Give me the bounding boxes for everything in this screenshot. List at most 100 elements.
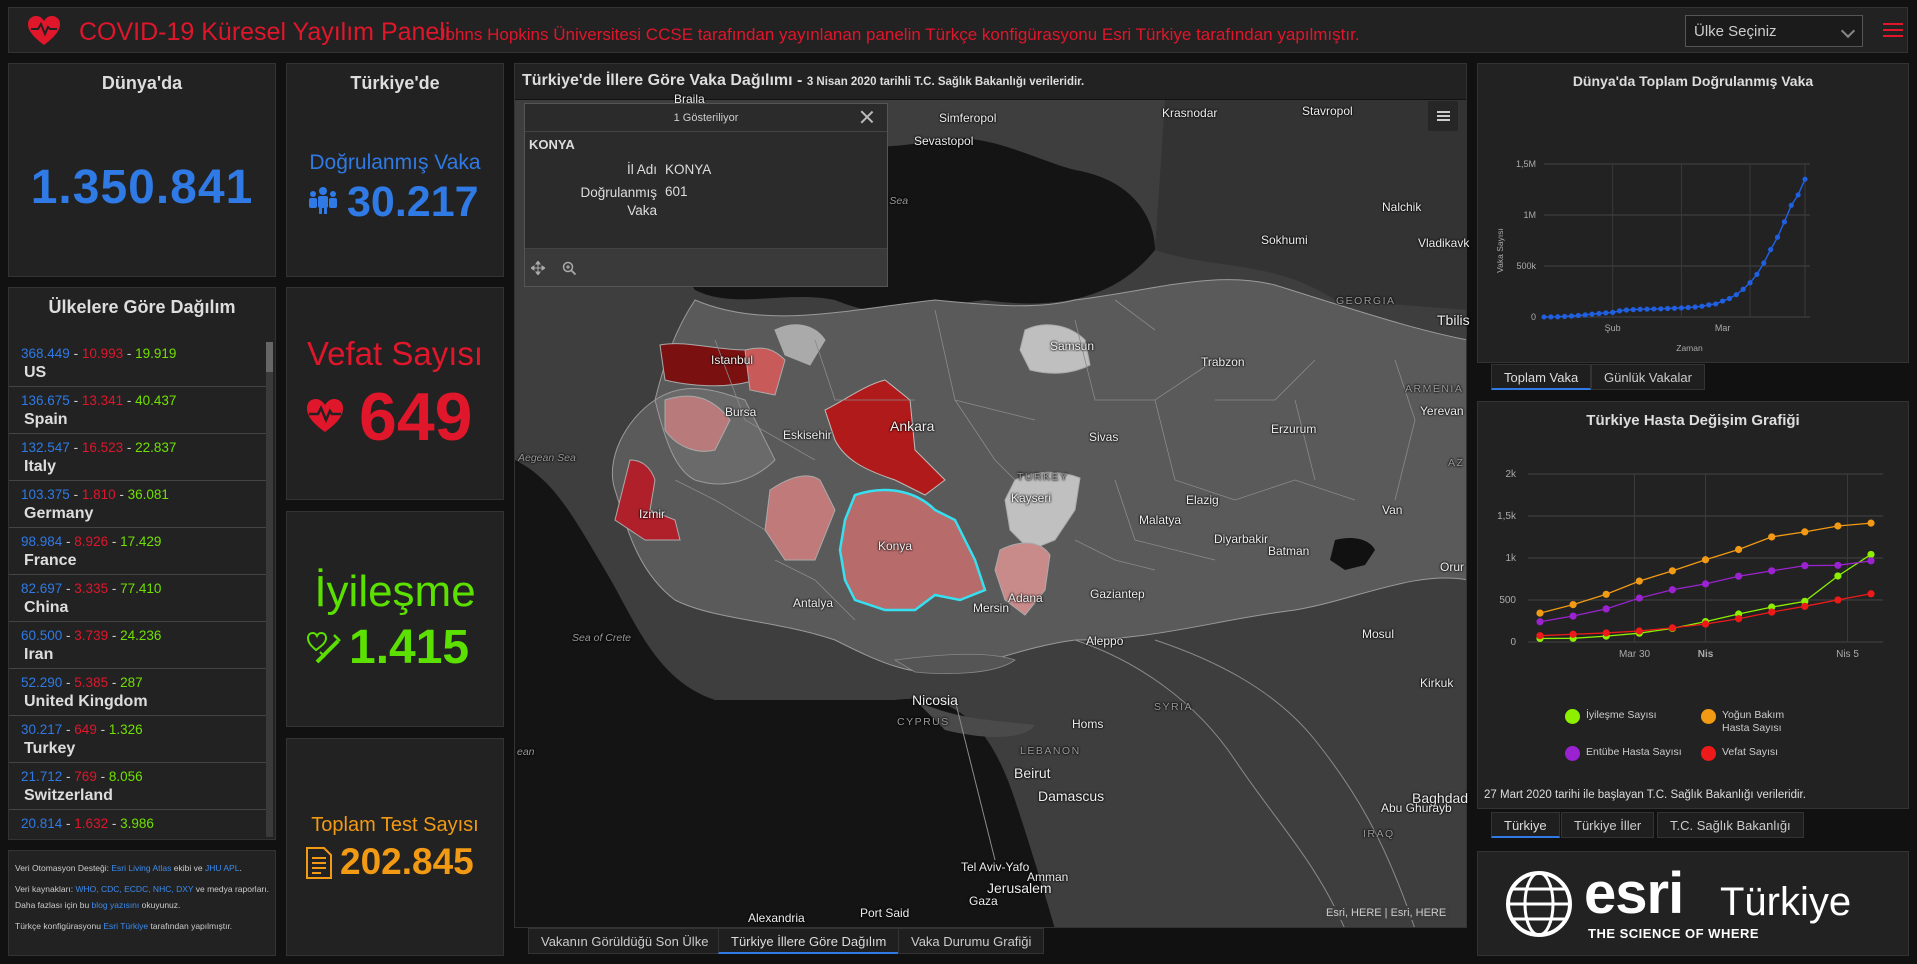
data-point [1637,306,1643,312]
hamburger-menu-icon[interactable] [1883,20,1903,40]
map-label: Simferopol [939,111,997,125]
recovered-label: İyileşme [314,567,476,616]
x-axis-label: Zaman [1676,343,1703,353]
turkey-confirmed-value: 30.217 [347,178,479,226]
data-point [1582,312,1588,318]
data-point [1671,305,1678,311]
country-row[interactable]: 60.500 - 3.739 - 24.236 Iran [9,622,271,669]
data-point [1801,602,1809,610]
country-row-stats: 60.500 - 3.739 - 24.236 [21,628,162,643]
data-point [1740,286,1746,292]
country-row-stats: 82.697 - 3.335 - 77.410 [21,581,162,596]
esri-wordmark: esri Türkiye THE SCIENCE OF WHERE [1584,861,1904,944]
tab-case-chart[interactable]: Vaka Durumu Grafiği [898,928,1045,954]
link-data-sources[interactable]: WHO, CDC, ECDC, NHC, DXY [75,884,194,895]
country-row-stats: 136.675 - 13.341 - 40.437 [21,393,177,408]
country-row[interactable]: 20.814 - 1.632 - 3.986 [9,810,271,839]
map-label: Nalchik [1382,200,1422,214]
x-tick-label: Mar [1715,323,1731,333]
tab-ministry-of-health[interactable]: T.C. Sağlık Bakanlığı [1657,812,1804,838]
country-row-stats: 132.547 - 16.523 - 22.837 [21,440,177,455]
data-point [1781,219,1787,225]
map-label: Orur [1440,560,1464,574]
map-label: Diyarbakir [1214,532,1269,546]
map-label: ean [517,746,535,758]
y-tick-label: 500k [1516,261,1536,271]
country-row[interactable]: 98.984 - 8.926 - 17.429 France [9,528,271,575]
link-blog[interactable]: blog yazısını [91,899,140,910]
country-row[interactable]: 132.547 - 16.523 - 22.837 Italy [9,434,271,481]
country-row-stats: 21.712 - 769 - 8.056 [21,769,143,784]
link-jhu-apl[interactable]: JHU APL [204,863,240,873]
data-point [1569,612,1577,620]
country-row[interactable]: 103.375 - 1.810 - 36.081 Germany [9,481,271,528]
data-point [1754,271,1760,277]
country-row[interactable]: 30.217 - 649 - 1.326 Turkey [9,716,271,763]
legend-swatch [1701,746,1716,761]
zoom-in-icon[interactable] [562,261,576,275]
data-point [1569,601,1577,609]
data-point [1668,567,1676,575]
legend-label: İyileşme Sayısı [1586,709,1657,721]
data-point [1834,572,1842,580]
map-label: IRAQ [1363,828,1395,840]
heart-syringe-icon [307,631,341,664]
map-label: Port Said [860,906,910,920]
map-label: AZ [1448,457,1465,469]
legend-item[interactable]: Yoğun Bakım Hasta Sayısı [1701,709,1812,735]
data-point [1834,522,1842,530]
map-subtitle: 3 Nisan 2020 tarihli T.C. Sağlık Bakanlı… [806,76,1085,88]
data-point [1658,306,1664,312]
legend-item[interactable]: Vefat Sayısı [1701,746,1812,761]
tab-province-distribution[interactable]: Türkiye İllere Göre Dağılım [718,928,900,954]
map-label: Kirkuk [1420,676,1454,690]
country-row[interactable]: 82.697 - 3.335 - 77.410 China [9,575,271,622]
pan-icon[interactable] [531,261,545,275]
country-row[interactable]: 368.449 - 10.993 - 19.919 US [9,340,271,387]
data-point [1685,304,1691,311]
data-point [1801,562,1809,570]
legend-item[interactable]: İyileşme Sayısı [1565,709,1696,724]
data-point [1735,615,1743,623]
country-recovered: 22.837 [135,440,177,455]
data-point [1610,309,1616,315]
data-point [1801,528,1809,536]
map-label: Sivas [1089,430,1119,444]
esri-logo-panel[interactable]: esri Türkiye THE SCIENCE OF WHERE [1477,851,1909,956]
country-confirmed: 60.500 [21,628,63,643]
country-row[interactable]: 136.675 - 13.341 - 40.437 Spain [9,387,271,434]
legend-item[interactable]: Entübe Hasta Sayısı [1565,746,1696,761]
legend-label: Entübe Hasta Sayısı [1586,746,1682,758]
tab-total-cases[interactable]: Toplam Vaka [1491,364,1592,390]
map-label: Mersin [973,601,1010,615]
country-select[interactable]: Ülke Seçiniz [1685,15,1863,47]
data-point [1867,519,1875,527]
map-label: Sevastopol [914,134,974,148]
map-label: Tel Aviv-Yafo [961,860,1030,874]
data-point [1768,247,1774,253]
map-label: Ankara [890,418,935,434]
map-label: Nicosia [912,692,958,708]
legend-swatch [1565,709,1580,724]
tab-turkey-provinces[interactable]: Türkiye İller [1561,812,1655,838]
turkey-title: Türkiye'de [350,73,440,93]
tab-last-country[interactable]: Vakanın Görüldüğü Son Ülke [528,928,722,954]
legend-list-button[interactable] [1428,101,1458,131]
tab-daily-cases[interactable]: Günlük Vakalar [1591,364,1705,390]
country-row[interactable]: 52.290 - 5.385 - 287 United Kingdom [9,669,271,716]
country-name: Germany [24,505,94,522]
close-icon[interactable] [859,109,875,125]
country-row[interactable]: 21.712 - 769 - 8.056 Switzerland [9,763,271,810]
country-recovered: 77.410 [120,581,162,596]
country-recovered: 17.429 [120,534,162,549]
link-esri-turkiye[interactable]: Esri Türkiye [103,920,149,931]
scrollbar-thumb[interactable] [266,342,273,372]
country-recovered: 40.437 [135,393,177,408]
tab-turkey[interactable]: Türkiye [1491,812,1560,838]
country-row-stats: 368.449 - 10.993 - 19.919 [21,346,177,361]
country-recovered: 24.236 [120,628,162,643]
link-living-atlas[interactable]: Esri Living Atlas [111,863,172,873]
country-list-scrollbar[interactable] [266,342,273,837]
y-tick-label: 0 [1531,312,1536,322]
data-point [1630,307,1636,313]
